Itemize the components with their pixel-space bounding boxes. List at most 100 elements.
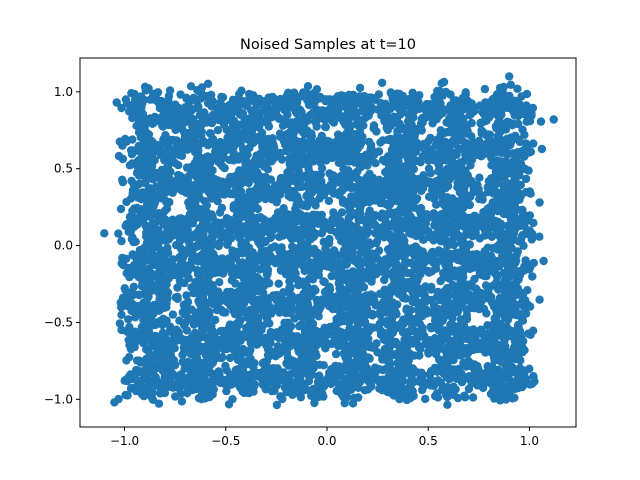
scatter-point	[334, 371, 343, 381]
scatter-point	[429, 236, 438, 245]
scatter-point	[317, 210, 326, 220]
scatter-point	[327, 365, 336, 374]
scatter-point	[179, 227, 189, 237]
scatter-point	[307, 176, 316, 185]
scatter-point	[331, 227, 341, 237]
scatter-point	[322, 106, 331, 116]
scatter-point	[424, 227, 433, 236]
scatter-point	[404, 130, 413, 139]
scatter-point	[327, 116, 336, 125]
scatter-point	[254, 159, 264, 169]
scatter-point	[139, 130, 149, 139]
scatter-point	[406, 317, 415, 326]
scatter-point	[213, 126, 223, 135]
scatter-point	[140, 358, 149, 367]
scatter-point	[192, 336, 201, 345]
scatter-point	[161, 290, 170, 299]
scatter-point	[304, 165, 313, 174]
scatter-point	[166, 218, 175, 227]
scatter-point	[343, 228, 352, 238]
scatter-point	[389, 174, 398, 183]
scatter-point	[140, 256, 149, 265]
scatter-point	[240, 134, 249, 143]
scatter-point	[167, 152, 177, 161]
scatter-point	[349, 194, 359, 203]
scatter-point	[196, 270, 206, 279]
scatter-point	[248, 123, 258, 133]
scatter-point	[291, 261, 300, 271]
scatter-point	[258, 264, 268, 273]
scatter-point	[427, 211, 436, 220]
scatter-point	[174, 161, 183, 170]
scatter-point	[360, 159, 369, 168]
scatter-point	[335, 331, 344, 340]
scatter-point	[310, 360, 319, 369]
scatter-point	[341, 121, 350, 130]
scatter-point	[332, 340, 342, 349]
scatter-point	[395, 395, 404, 404]
scatter-point	[182, 307, 191, 317]
scatter-point	[383, 377, 392, 386]
scatter-point	[132, 181, 141, 190]
scatter-point	[153, 88, 162, 97]
scatter-point	[441, 184, 450, 193]
scatter-point	[182, 291, 191, 300]
scatter-point	[379, 191, 388, 200]
scatter-point	[247, 337, 257, 346]
scatter-point	[165, 322, 175, 331]
scatter-point	[422, 176, 432, 185]
scatter-point	[402, 215, 411, 224]
scatter-point	[296, 176, 305, 185]
scatter-point	[177, 382, 186, 391]
scatter-point	[202, 201, 211, 210]
scatter-point	[401, 278, 410, 287]
scatter-point	[191, 381, 200, 391]
scatter-point	[125, 353, 134, 362]
scatter-point	[302, 265, 311, 274]
scatter-point	[188, 350, 198, 359]
scatter-point	[342, 393, 351, 403]
scatter-point	[142, 295, 152, 304]
scatter-point	[308, 139, 318, 148]
scatter-point	[116, 204, 126, 214]
scatter-point	[207, 194, 217, 203]
scatter-point	[141, 366, 150, 375]
scatter-point	[118, 177, 128, 187]
scatter-point	[293, 338, 302, 347]
scatter-point	[206, 352, 215, 361]
scatter-point	[211, 153, 220, 162]
scatter-point	[189, 93, 198, 103]
scatter-point	[246, 203, 255, 212]
scatter-point	[292, 200, 301, 209]
scatter-point	[130, 204, 139, 213]
scatter-point	[166, 186, 176, 196]
scatter-point	[238, 372, 247, 381]
scatter-point	[355, 115, 364, 125]
scatter-point	[368, 220, 377, 229]
scatter-point	[318, 383, 328, 392]
scatter-point	[306, 273, 315, 282]
scatter-point	[248, 258, 257, 267]
scatter-point	[401, 294, 411, 303]
scatter-point	[182, 163, 192, 172]
scatter-point	[125, 272, 134, 282]
scatter-point	[376, 326, 385, 335]
scatter-point	[137, 281, 147, 291]
scatter-point	[271, 213, 281, 223]
scatter-point	[256, 172, 265, 182]
scatter-point	[399, 183, 408, 192]
scatter-point	[402, 304, 411, 313]
scatter-point	[451, 140, 460, 149]
scatter-point	[149, 270, 158, 279]
scatter-point	[298, 313, 307, 322]
scatter-point	[182, 94, 191, 104]
scatter-point	[368, 310, 377, 319]
scatter-point	[271, 111, 280, 121]
scatter-point	[253, 286, 262, 296]
scatter-point	[145, 322, 154, 331]
scatter-point	[325, 234, 334, 244]
scatter-point	[389, 273, 398, 283]
scatter-point	[389, 251, 399, 260]
scatter-point	[404, 357, 413, 367]
scatter-point	[212, 305, 222, 315]
